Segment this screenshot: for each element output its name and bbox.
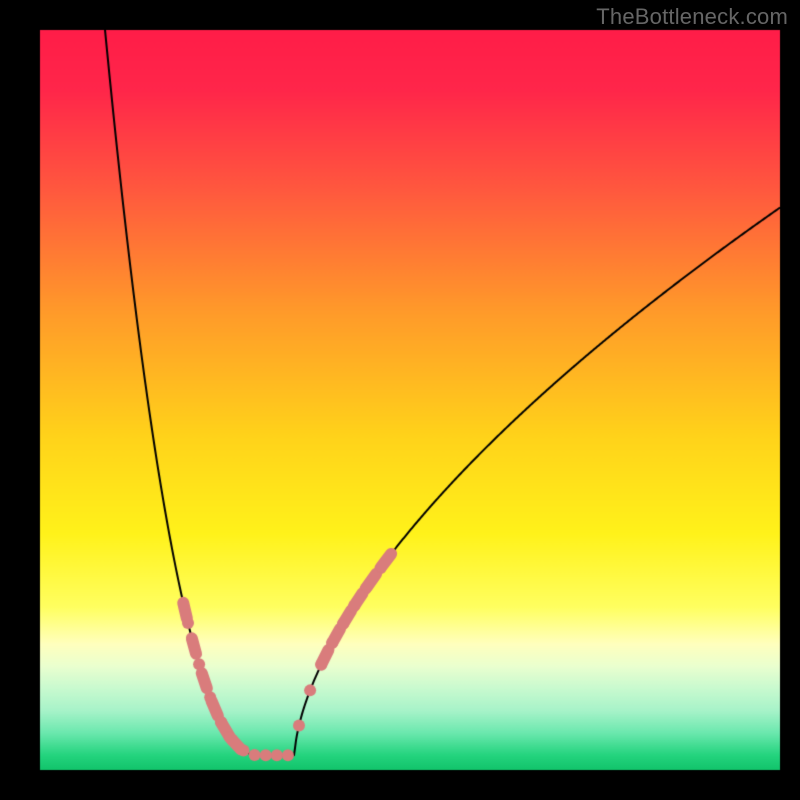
bottleneck-curve-chart [0,0,800,800]
watermark-text: TheBottleneck.com [596,4,788,30]
